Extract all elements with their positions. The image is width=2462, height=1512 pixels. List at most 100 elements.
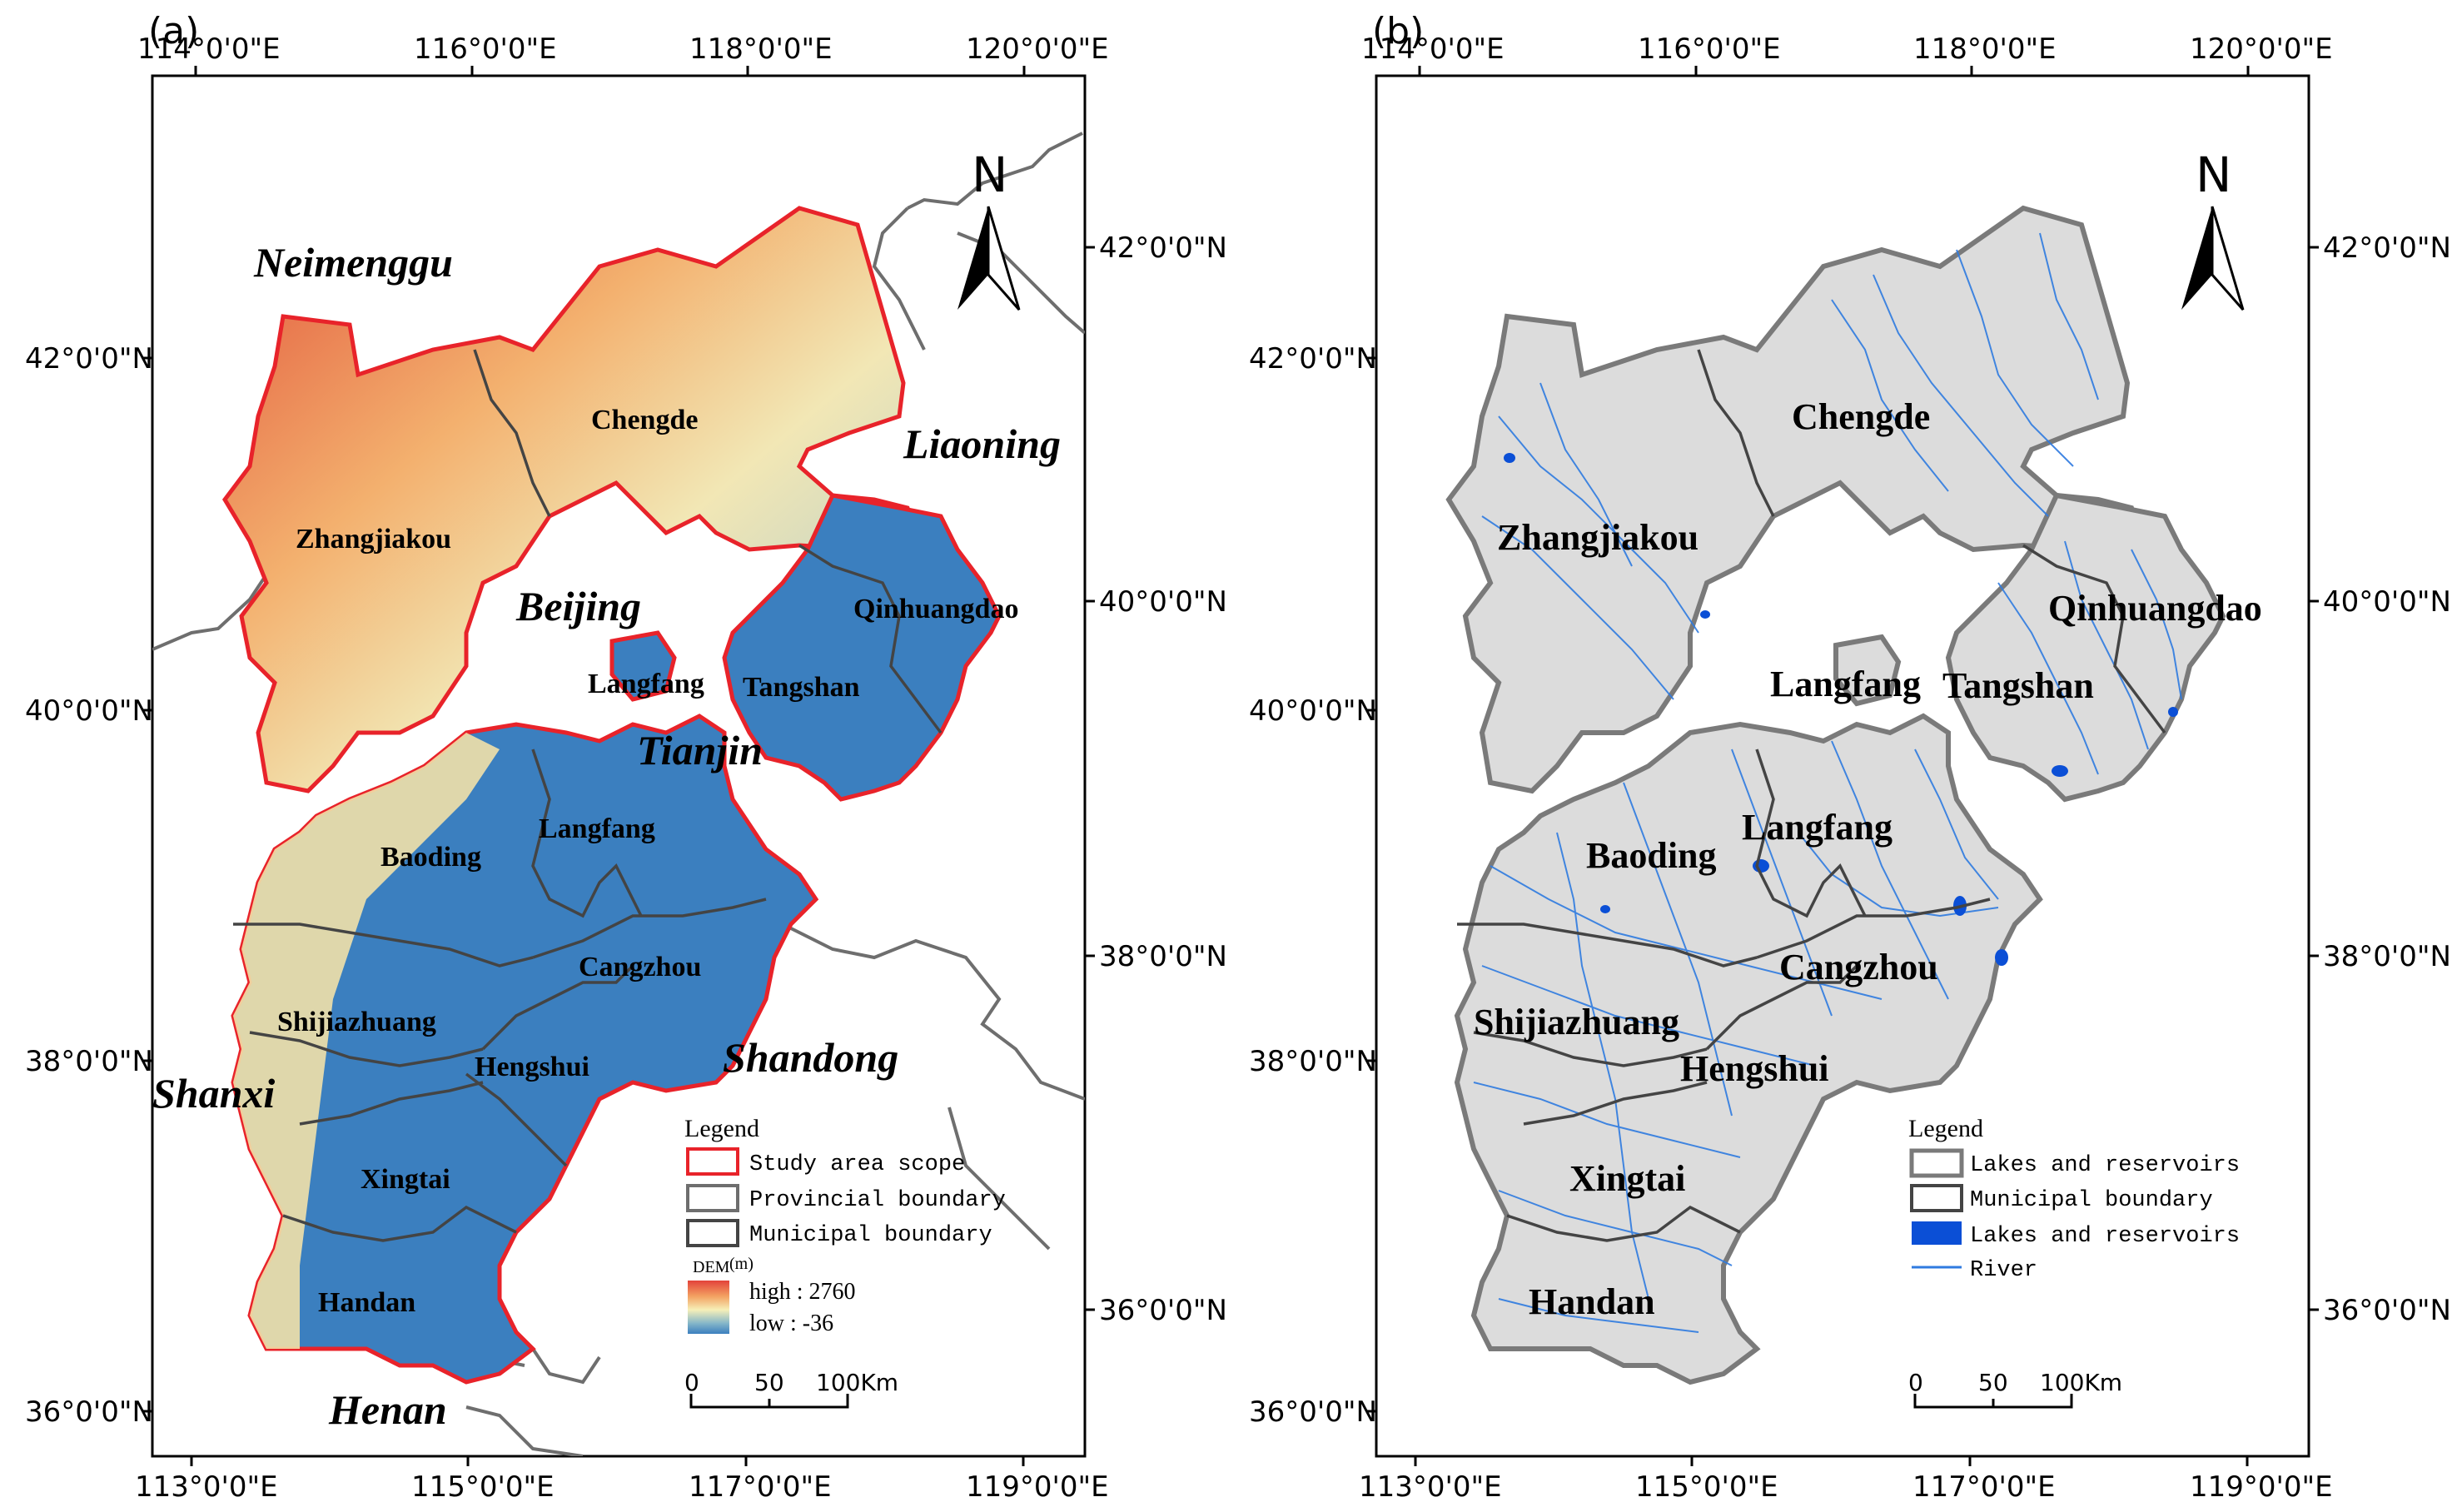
langfang-enclave [609,630,677,702]
city-label-handan: Handan [318,1287,415,1318]
left-tick-a-3: 36°0'0"N [25,1395,153,1429]
top-tick-b-1: 116°0'0"E [1638,32,1781,66]
left-tick-a-2: 38°0'0"N [25,1045,153,1078]
right-tick-b-2: 38°0'0"N [2323,940,2451,973]
panel-a-label: (a) [148,10,199,52]
north-arrow-letter: N [972,147,1007,203]
city-label-shijiazhuang-b: Shijiazhuang [1474,1002,1679,1042]
bottom-tick-b-3: 119°0'0"E [2190,1470,2333,1504]
city-label-zhangjiakou-b: Zhangjiakou [1497,517,1699,558]
bottom-tick-b-1: 115°0'0"E [1635,1470,1778,1504]
right-tick-b-1: 40°0'0"N [2323,585,2451,619]
provincial-boundaries [152,132,1085,1456]
city-label-tangshan-b: Tangshan [1942,665,2094,706]
bottom-tick-a-1: 115°0'0"E [411,1470,555,1504]
left-tick-a-1: 40°0'0"N [25,694,153,728]
legend-a: Legend Study area scope Provincial bound… [684,1115,1006,1336]
right-tick-a-0: 42°0'0"N [1099,231,1227,265]
legend-dem-title: DEM [693,1258,730,1276]
scale-tick-0: 0 [684,1369,699,1396]
north-arrow-a: N [957,147,1021,311]
province-label-neimenggu: Neimenggu [253,239,453,286]
city-label-handan-b: Handan [1529,1281,1655,1322]
legend-swatch-municipal [686,1219,739,1247]
left-tick-b-0: 42°0'0"N [1249,342,1377,376]
legend-swatch-study-area [686,1147,739,1176]
city-label-langfang-north: Langfang [588,669,704,699]
province-label-shanxi: Shanxi [152,1070,275,1117]
legend-title: Legend [684,1115,759,1142]
legend-dem-low: low : -36 [749,1311,833,1336]
north-arrow-letter-b: N [2196,147,2231,203]
city-label-shijiazhuang: Shijiazhuang [277,1007,436,1037]
scale-tick-50-b: 50 [1978,1369,2008,1396]
north-arrow-b: N [2181,147,2245,311]
city-label-langfang-north-b: Langfang [1770,664,1921,704]
top-tick-b-0: 114°0'0"E [1361,32,1505,66]
river-network [1473,232,2182,1333]
legend-item-municipal-b: Municipal boundary [1970,1188,2213,1213]
city-label-qinhuangdao: Qinhuangdao [853,594,1018,624]
study-area [221,206,1002,1385]
bottom-tick-a-3: 119°0'0"E [966,1470,1109,1504]
legend-dem-ramp [688,1281,729,1334]
left-tick-b-1: 40°0'0"N [1249,694,1377,728]
right-tick-a-1: 40°0'0"N [1099,585,1227,619]
north-arrow-icon [957,206,988,310]
province-label-henan: Henan [328,1386,447,1433]
legend-item-study-area: Study area scope [749,1152,965,1177]
bottom-tick-b-0: 113°0'0"E [1359,1470,1502,1504]
top-tick-a-2: 118°0'0"E [689,32,833,66]
right-tick-a-2: 38°0'0"N [1099,940,1227,973]
scale-tick-100-b: 100Km [2040,1369,2122,1396]
scale-tick-50: 50 [754,1369,784,1396]
province-label-beijing: Beijing [515,583,641,629]
left-tick-a-0: 42°0'0"N [25,342,153,376]
right-tick-a-3: 36°0'0"N [1099,1294,1227,1327]
legend-swatch-lakes [1912,1221,1962,1245]
legend-dem-unit: (m) [729,1255,754,1273]
scale-bar-b: 0 50 100Km [1908,1369,2122,1409]
bottom-tick-a-2: 117°0'0"E [689,1470,832,1504]
panel-a-map: Neimenggu Liaoning Beijing Tianjin Shanx… [152,132,1085,1456]
top-tick-a-0: 114°0'0"E [137,32,281,66]
panel-b: (b) [1249,10,2451,1504]
scale-bar-a: 0 50 100Km [684,1369,898,1409]
city-label-xingtai-b: Xingtai [1569,1158,1685,1199]
panel-a: (a) [25,10,1227,1504]
piedmont-strip [233,733,500,1349]
legend-dem-high: high : 2760 [749,1279,856,1305]
top-tick-a-1: 116°0'0"E [414,32,557,66]
left-tick-b-2: 38°0'0"N [1249,1045,1377,1078]
right-tick-b-3: 36°0'0"N [2323,1294,2451,1327]
legend-item-outline: Lakes and reservoirs [1970,1153,2240,1178]
legend-item-lakes: Lakes and reservoirs [1970,1224,2240,1249]
municipal-boundaries-b [1457,349,2166,1242]
city-label-hengshui-b: Hengshui [1680,1048,1829,1089]
legend-swatch-outline [1909,1148,1964,1178]
coastal-lowland-north [722,493,1002,802]
panel-b-map: Chengde Zhangjiakou Qinhuangdao Langfang… [1445,147,2262,1409]
legend-item-provincial: Provincial boundary [749,1188,1006,1213]
city-label-chengde-b: Chengde [1792,396,1930,437]
city-label-baoding: Baoding [380,842,481,873]
city-label-cangzhou-b: Cangzhou [1779,947,1938,987]
right-tick-b-0: 42°0'0"N [2323,231,2451,265]
province-label-liaoning: Liaoning [903,420,1061,467]
city-label-chengde: Chengde [591,405,698,435]
legend-item-river: River [1970,1258,2037,1283]
legend-title-b: Legend [1908,1115,1983,1142]
bottom-tick-a-0: 113°0'0"E [135,1470,278,1504]
scale-tick-0-b: 0 [1908,1369,1923,1396]
city-label-qinhuangdao-b: Qinhuangdao [2048,588,2262,629]
city-label-hengshui: Hengshui [475,1052,589,1082]
city-label-tangshan: Tangshan [743,672,860,703]
city-label-xingtai: Xingtai [361,1164,450,1195]
city-label-baoding-b: Baoding [1586,835,1717,876]
panel-b-tick-marks [1366,66,2319,1466]
left-tick-b-3: 36°0'0"N [1249,1395,1377,1429]
legend-item-municipal: Municipal boundary [749,1223,992,1248]
city-label-zhangjiakou: Zhangjiakou [296,524,451,555]
legend-b: Legend Lakes and reservoirs Municipal bo… [1908,1115,2240,1283]
